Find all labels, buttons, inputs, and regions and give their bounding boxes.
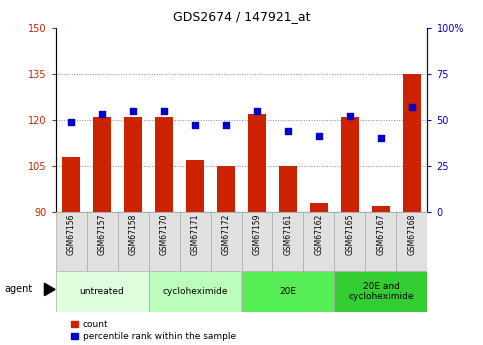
Text: GSM67165: GSM67165 [345,214,355,255]
Bar [403,74,421,212]
Point [160,108,168,114]
Bar [242,212,272,271]
Bar [117,212,149,271]
Bar [397,212,427,271]
Bar [303,212,334,271]
Text: 20E and
cycloheximide: 20E and cycloheximide [348,282,414,301]
Point [222,123,230,128]
Text: untreated: untreated [80,287,125,296]
Text: GSM67167: GSM67167 [376,214,385,255]
Bar [93,117,112,212]
Point [377,136,385,141]
Bar [155,117,173,212]
Text: GSM67168: GSM67168 [408,214,416,255]
Bar [149,271,242,312]
Bar [124,117,142,212]
Bar [56,271,149,312]
Bar [242,271,334,312]
Text: GDS2674 / 147921_at: GDS2674 / 147921_at [173,10,310,23]
Text: GSM67170: GSM67170 [159,214,169,255]
Text: cycloheximide: cycloheximide [162,287,228,296]
Bar [334,212,366,271]
Bar [186,160,204,212]
Text: 20E: 20E [280,287,297,296]
Text: GSM67157: GSM67157 [98,214,107,255]
Bar [248,114,266,212]
Text: GSM67171: GSM67171 [190,214,199,255]
Bar [56,212,86,271]
Point [67,119,75,125]
Text: GSM67156: GSM67156 [67,214,75,255]
Bar [334,271,427,312]
Bar [372,206,390,212]
Bar [366,212,397,271]
Bar [341,117,359,212]
Text: agent: agent [5,285,33,294]
Bar [217,166,235,212]
Text: GSM67161: GSM67161 [284,214,293,255]
Point [315,134,323,139]
Point [129,108,137,114]
Point [408,104,416,110]
Bar [180,212,211,271]
Bar [86,212,117,271]
Bar [149,212,180,271]
Point [98,111,106,117]
Text: GSM67158: GSM67158 [128,214,138,255]
Bar [310,203,328,212]
Text: GSM67162: GSM67162 [314,214,324,255]
Bar [279,166,297,212]
Point [253,108,261,114]
Point [284,128,292,134]
Bar [62,157,80,212]
Point [191,123,199,128]
Point [346,114,354,119]
Bar [211,212,242,271]
Legend: count, percentile rank within the sample: count, percentile rank within the sample [68,317,240,345]
Text: GSM67159: GSM67159 [253,214,261,255]
Bar [272,212,303,271]
Text: GSM67172: GSM67172 [222,214,230,255]
